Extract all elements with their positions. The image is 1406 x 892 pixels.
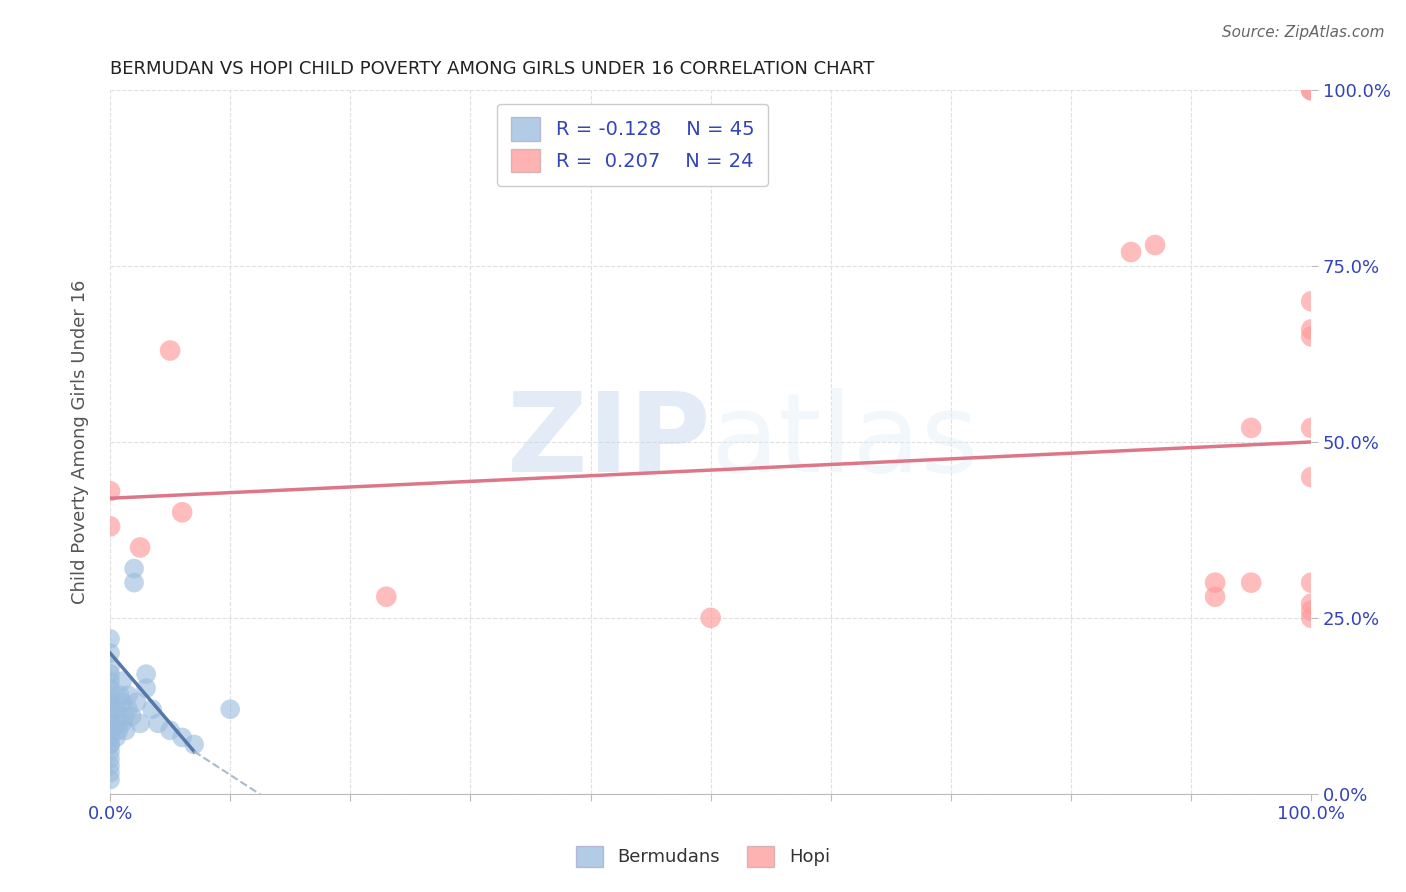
Point: [183, 738, 205, 752]
Point: [172, 505, 194, 519]
Point: [135, 681, 157, 695]
Point: [1301, 83, 1323, 97]
Point: [1204, 575, 1226, 590]
Point: [1240, 575, 1263, 590]
Point: [375, 590, 398, 604]
Text: atlas: atlas: [710, 389, 979, 495]
Point: [1301, 597, 1323, 611]
Text: ZIP: ZIP: [508, 389, 710, 495]
Point: [98, 681, 121, 695]
Point: [111, 674, 134, 689]
Point: [98, 660, 121, 674]
Point: [98, 738, 121, 752]
Point: [125, 695, 148, 709]
Point: [135, 667, 157, 681]
Point: [117, 702, 139, 716]
Point: [1301, 329, 1323, 343]
Point: [1144, 238, 1167, 252]
Point: [219, 702, 242, 716]
Point: [98, 646, 121, 660]
Point: [98, 738, 121, 752]
Point: [172, 731, 194, 745]
Point: [98, 744, 121, 758]
Point: [129, 541, 152, 555]
Point: [1301, 604, 1323, 618]
Point: [105, 716, 128, 731]
Point: [98, 765, 121, 780]
Point: [98, 716, 121, 731]
Point: [98, 758, 121, 772]
Point: [1301, 83, 1323, 97]
Y-axis label: Child Poverty Among Girls Under 16: Child Poverty Among Girls Under 16: [72, 280, 89, 604]
Point: [105, 731, 128, 745]
Point: [122, 561, 145, 575]
Point: [1301, 421, 1323, 435]
Legend: R = -0.128    N = 45, R =  0.207    N = 24: R = -0.128 N = 45, R = 0.207 N = 24: [498, 103, 768, 186]
Point: [121, 709, 143, 723]
Point: [98, 751, 121, 765]
Point: [1204, 590, 1226, 604]
Point: [98, 688, 121, 702]
Point: [1301, 322, 1323, 336]
Text: Source: ZipAtlas.com: Source: ZipAtlas.com: [1222, 25, 1385, 40]
Point: [117, 688, 139, 702]
Point: [111, 695, 134, 709]
Point: [1240, 421, 1263, 435]
Point: [98, 484, 121, 499]
Point: [98, 632, 121, 646]
Point: [98, 702, 121, 716]
Point: [141, 702, 163, 716]
Legend: Bermudans, Hopi: Bermudans, Hopi: [569, 838, 837, 874]
Point: [107, 723, 129, 738]
Point: [122, 575, 145, 590]
Point: [129, 716, 152, 731]
Point: [1301, 575, 1323, 590]
Point: [1301, 294, 1323, 309]
Point: [98, 709, 121, 723]
Point: [98, 674, 121, 689]
Point: [114, 723, 136, 738]
Point: [1119, 245, 1142, 260]
Point: [98, 695, 121, 709]
Point: [1301, 611, 1323, 625]
Point: [699, 611, 721, 625]
Point: [1301, 470, 1323, 484]
Point: [98, 772, 121, 787]
Point: [108, 688, 131, 702]
Point: [159, 343, 181, 358]
Point: [159, 723, 181, 738]
Point: [111, 716, 134, 731]
Text: BERMUDAN VS HOPI CHILD POVERTY AMONG GIRLS UNDER 16 CORRELATION CHART: BERMUDAN VS HOPI CHILD POVERTY AMONG GIR…: [110, 60, 875, 78]
Point: [98, 667, 121, 681]
Point: [98, 731, 121, 745]
Point: [114, 709, 136, 723]
Point: [98, 519, 121, 533]
Point: [98, 723, 121, 738]
Point: [146, 716, 169, 731]
Point: [105, 702, 128, 716]
